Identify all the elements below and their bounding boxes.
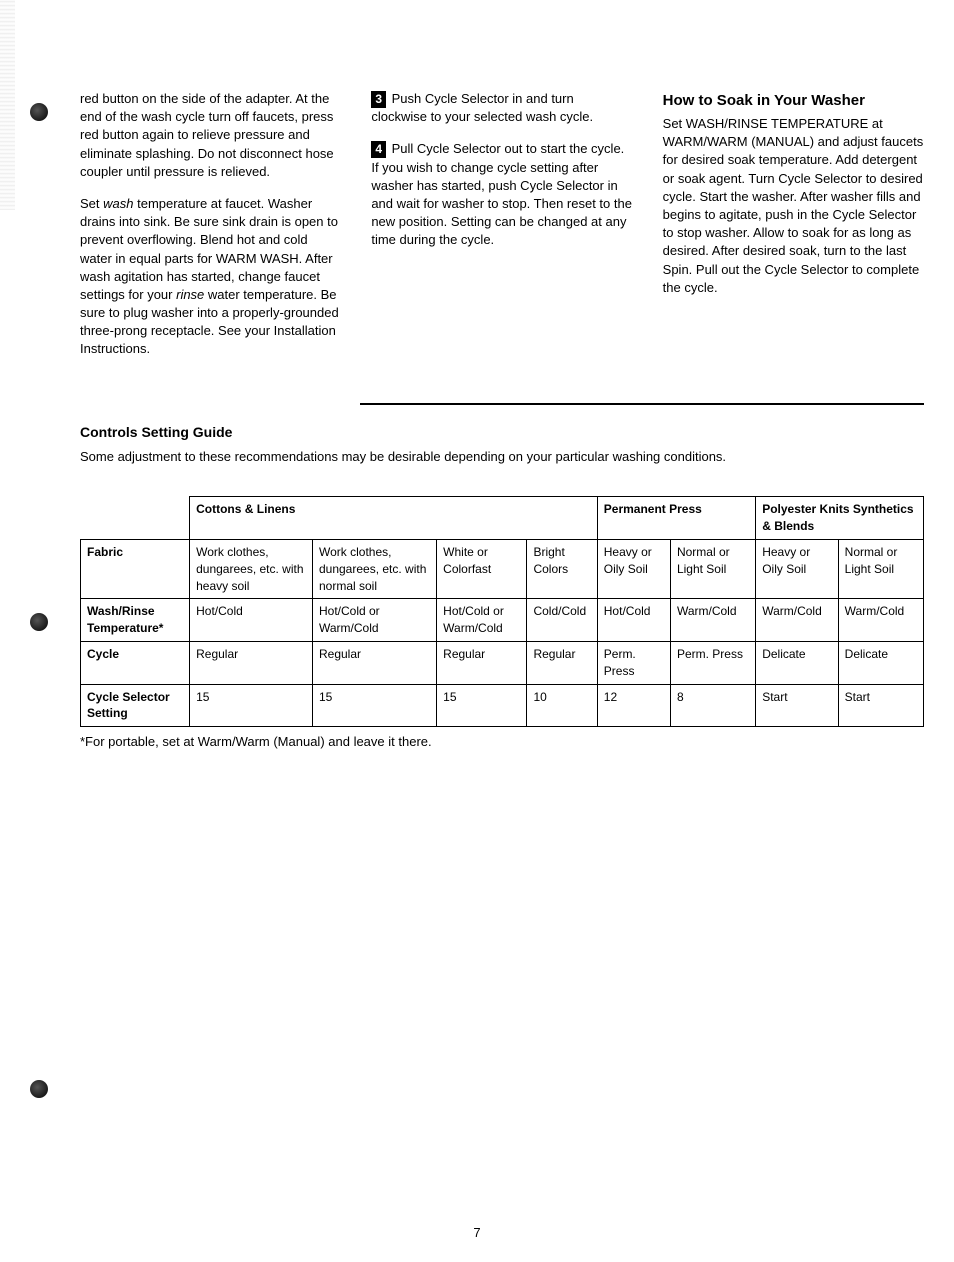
group-header-cottons: Cottons & Linens: [190, 497, 598, 540]
blank-header: [81, 497, 190, 540]
column-3: How to Soak in Your Washer Set WASH/RINS…: [663, 90, 924, 373]
table-cell: 15: [437, 684, 527, 727]
column-2: 3 Push Cycle Selector in and turn clockw…: [371, 90, 632, 373]
step-number-3-icon: 3: [371, 91, 386, 108]
table-cell: Regular: [527, 641, 597, 684]
table-cell: Hot/Cold or Warm/Cold: [312, 599, 436, 642]
table-cell: Cold/Cold: [527, 599, 597, 642]
table-row: Cycle Regular Regular Regular Regular Pe…: [81, 641, 924, 684]
fabric-col: White or Colorfast: [437, 540, 527, 599]
table-cell: Delicate: [756, 641, 838, 684]
binder-hole-icon: [30, 613, 48, 631]
table-cell: Warm/Cold: [838, 599, 923, 642]
table-cell: Delicate: [838, 641, 923, 684]
soak-heading: How to Soak in Your Washer: [663, 90, 924, 111]
table-row: Cycle Selector Setting 15 15 15 10 12 8 …: [81, 684, 924, 727]
group-header-permpress: Permanent Press: [597, 497, 755, 540]
page-number: 7: [473, 1224, 480, 1242]
table-cell: Start: [838, 684, 923, 727]
table-cell: 15: [312, 684, 436, 727]
table-header-row-1: Cottons & Linens Permanent Press Polyest…: [81, 497, 924, 540]
table-cell: Warm/Cold: [670, 599, 755, 642]
table-cell: Start: [756, 684, 838, 727]
controls-guide-heading: Controls Setting Guide: [80, 423, 924, 443]
table-cell: Warm/Cold: [756, 599, 838, 642]
table-row: Wash/Rinse Temperature* Hot/Cold Hot/Col…: [81, 599, 924, 642]
soak-text: Set WASH/RINSE TEMPERATURE at WARM/WARM …: [663, 115, 924, 297]
step-4: 4 Pull Cycle Selector out to start the c…: [371, 140, 632, 249]
table-cell: 10: [527, 684, 597, 727]
row-label: Cycle Selector Setting: [81, 684, 190, 727]
row-label: Wash/Rinse Temperature*: [81, 599, 190, 642]
fabric-col: Normal or Light Soil: [838, 540, 923, 599]
fabric-col: Bright Colors: [527, 540, 597, 599]
table-footnote: *For portable, set at Warm/Warm (Manual)…: [80, 733, 924, 751]
table-cell: Hot/Cold or Warm/Cold: [437, 599, 527, 642]
column-1: red button on the side of the adapter. A…: [80, 90, 341, 373]
fabric-label: Fabric: [81, 540, 190, 599]
scan-artifact: [0, 0, 15, 210]
fabric-col: Heavy or Oily Soil: [756, 540, 838, 599]
col1-para-2: Set wash temperature at faucet. Washer d…: [80, 195, 341, 359]
three-column-section: red button on the side of the adapter. A…: [80, 90, 924, 373]
table-cell: Hot/Cold: [190, 599, 313, 642]
table-cell: Perm. Press: [597, 641, 670, 684]
fabric-col: Heavy or Oily Soil: [597, 540, 670, 599]
section-divider: [360, 403, 924, 405]
step-number-4-icon: 4: [371, 141, 386, 158]
table-cell: Regular: [312, 641, 436, 684]
col1-para-1: red button on the side of the adapter. A…: [80, 90, 341, 181]
binder-hole-icon: [30, 1080, 48, 1098]
fabric-col: Normal or Light Soil: [670, 540, 755, 599]
table-header-row-2: Fabric Work clothes, dungarees, etc. wit…: [81, 540, 924, 599]
controls-setting-table: Cottons & Linens Permanent Press Polyest…: [80, 496, 924, 727]
table-cell: 15: [190, 684, 313, 727]
table-cell: Regular: [437, 641, 527, 684]
controls-guide-intro: Some adjustment to these recommendations…: [80, 448, 924, 466]
step-3: 3 Push Cycle Selector in and turn clockw…: [371, 90, 632, 126]
table-cell: Regular: [190, 641, 313, 684]
table-cell: Hot/Cold: [597, 599, 670, 642]
table-cell: 12: [597, 684, 670, 727]
binder-hole-icon: [30, 103, 48, 121]
group-header-polyester: Polyester Knits Synthetics & Blends: [756, 497, 924, 540]
fabric-col: Work clothes, dungarees, etc. with heavy…: [190, 540, 313, 599]
table-cell: Perm. Press: [670, 641, 755, 684]
fabric-col: Work clothes, dungarees, etc. with norma…: [312, 540, 436, 599]
row-label: Cycle: [81, 641, 190, 684]
table-cell: 8: [670, 684, 755, 727]
